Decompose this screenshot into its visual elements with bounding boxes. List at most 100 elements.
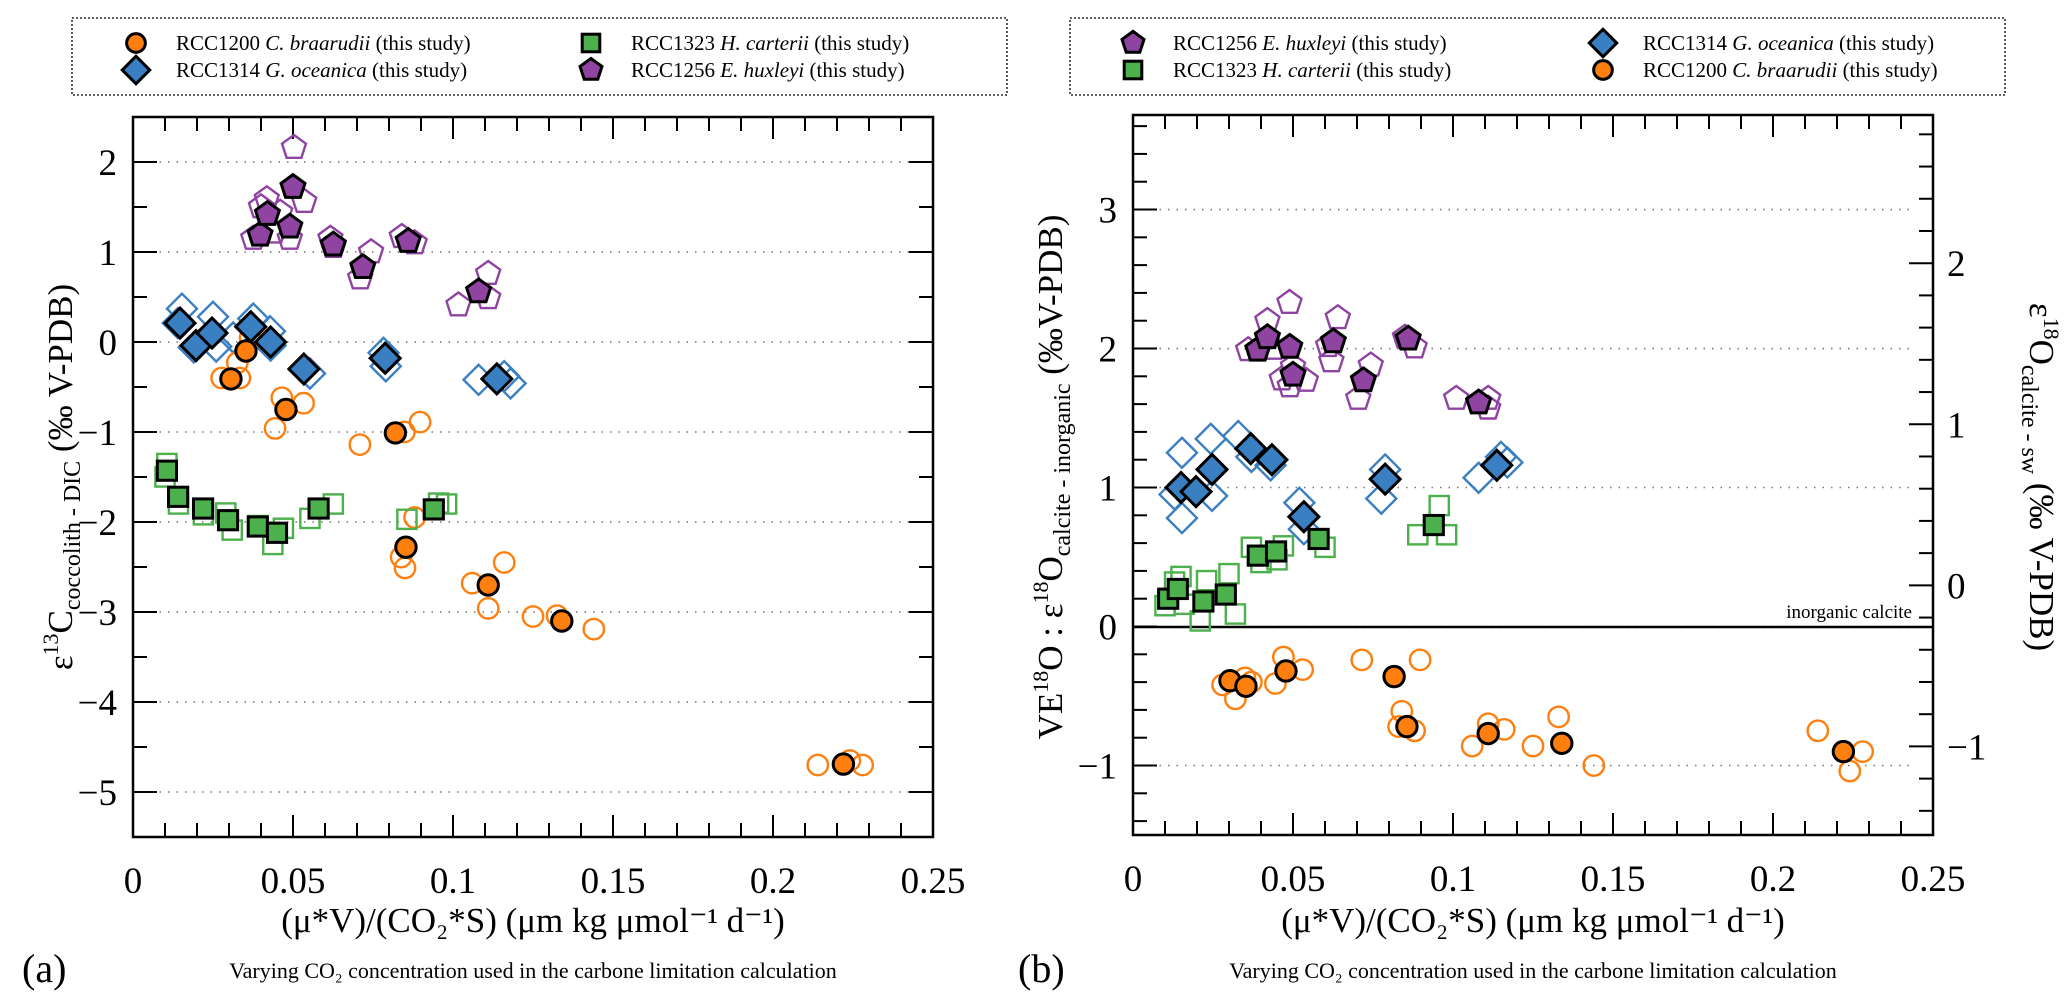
braarudii-mean-point xyxy=(234,339,258,363)
legend-label: RCC1323 H. carterii (this study) xyxy=(1173,58,1451,82)
braarudii-mean-point xyxy=(1382,664,1406,689)
oceanica-replicate-point xyxy=(1194,422,1228,456)
braarudii-mean-point xyxy=(476,573,500,597)
oceanica-mean-point xyxy=(1254,442,1290,477)
braarudii-replicate-point xyxy=(476,597,500,620)
y-tick-label: −5 xyxy=(78,773,117,814)
braarudii-replicate-point xyxy=(851,753,874,777)
braarudii-replicate-point xyxy=(582,617,606,641)
x-tick-label: 0.15 xyxy=(1581,859,1646,900)
huxleyi-replicate-point xyxy=(1442,384,1470,410)
braarudii-mean-point xyxy=(383,421,408,445)
x-tick-label: 0 xyxy=(1124,859,1143,900)
braarudii-replicate-point xyxy=(1582,754,1606,777)
oceanica-mean-point xyxy=(253,324,288,360)
y-tick-label: 3 xyxy=(1099,191,1118,232)
braarudii-mean-point xyxy=(1831,739,1856,764)
carterii-mean-point xyxy=(167,485,190,508)
y-tick-label: −1 xyxy=(78,413,117,454)
legend-marker-pentagon-icon xyxy=(578,56,604,81)
huxleyi-mean-point xyxy=(246,220,274,247)
legend-item-oceanica: RCC1314 G. oceanica (this study) xyxy=(1587,27,1934,59)
oceanica-mean-point xyxy=(286,351,322,387)
huxleyi-replicate-point xyxy=(474,259,502,285)
braarudii-mean-point xyxy=(219,367,243,391)
x-axis-title: (μ*V)/(CO₂*S) (μm kg μmol⁻¹ d⁻¹) xyxy=(1281,901,1785,940)
carterii-replicate-point xyxy=(1195,569,1218,592)
braarudii-replicate-point xyxy=(1521,734,1545,758)
carterii-mean-point xyxy=(246,515,269,538)
legend-panel-a: RCC1200 C. braarudii (this study) RCC1314… xyxy=(71,17,1008,96)
braarudii-replicate-point xyxy=(348,433,372,456)
carterii-mean-point xyxy=(422,498,445,521)
x-tick-label: 0.25 xyxy=(901,861,966,902)
carterii-mean-point xyxy=(155,459,179,482)
y-tick-label: 1 xyxy=(1099,469,1118,510)
y2-tick-label: 1 xyxy=(1947,405,1966,446)
panel-label-a: (a) xyxy=(22,946,66,991)
oceanica-mean-point xyxy=(1286,499,1322,534)
x-tick-label: 0.15 xyxy=(581,861,646,902)
braarudii-replicate-point xyxy=(1851,740,1875,764)
oceanica-replicate-point xyxy=(1165,501,1199,535)
x-tick-label: 0.05 xyxy=(261,861,326,902)
legend-marker-square-icon xyxy=(580,32,602,54)
huxleyi-mean-point xyxy=(279,172,307,199)
legend-marker-diamond-icon xyxy=(1587,27,1619,59)
data-points xyxy=(154,133,874,777)
legend-marker-circle-icon xyxy=(1592,59,1614,81)
x-tick-label: 0.2 xyxy=(750,861,796,902)
huxleyi-mean-point xyxy=(1253,322,1282,350)
carterii-mean-point xyxy=(191,497,215,520)
huxleyi-mean-point xyxy=(1279,360,1307,387)
braarudii-mean-point xyxy=(1234,674,1258,698)
huxleyi-mean-point xyxy=(1394,324,1422,351)
legend-label: RCC1200 C. braarudii (this study) xyxy=(1643,58,1938,82)
y-tick-label: 2 xyxy=(1099,330,1118,371)
braarudii-replicate-point xyxy=(521,605,545,628)
legend-item-huxleyi: RCC1256 E. huxleyi (this study) xyxy=(1120,29,1447,55)
huxleyi-mean-point xyxy=(319,230,348,257)
y-axis-title: VE18O : ε18Ocalcite - inorganic (‰V-PDB) xyxy=(1028,215,1076,740)
huxleyi-mean-point xyxy=(1319,327,1348,354)
oceanica-mean-point xyxy=(162,305,198,341)
axis-ticks xyxy=(1132,115,1934,835)
legend-item-carterii: RCC1323 H. carterii (this study) xyxy=(1122,58,1451,82)
carterii-mean-point xyxy=(1422,513,1445,537)
huxleyi-mean-point xyxy=(1464,388,1493,415)
braarudii-replicate-point xyxy=(1460,734,1484,758)
oceanica-mean-point xyxy=(1233,431,1268,466)
huxleyi-mean-point xyxy=(1349,366,1378,393)
y-tick-label: 2 xyxy=(99,143,118,184)
carterii-mean-point xyxy=(1246,544,1269,567)
oceanica-mean-point xyxy=(194,315,230,351)
x-tick-label: 0.05 xyxy=(1261,859,1326,900)
carterii-mean-point xyxy=(1214,583,1237,606)
legend-item-carterii: RCC1323 H. carterii (this study) xyxy=(580,31,909,55)
huxleyi-replicate-point xyxy=(1276,288,1303,314)
legend-label: RCC1256 E. huxleyi (this study) xyxy=(631,58,905,82)
huxleyi-mean-point xyxy=(276,212,304,239)
oceanica-mean-point xyxy=(1194,452,1230,487)
panel-a: 0 0.05 0.1 0.15 0.2 0.25 −5 −4 −3 −2 −1 0 1 2 ε13Ccoc… xyxy=(22,115,966,991)
legend-item-braarudii: RCC1200 C. braarudii (this study) xyxy=(125,31,471,55)
legend-label: RCC1256 E. huxleyi (this study) xyxy=(1173,31,1447,55)
x-tick-label: 0.1 xyxy=(430,861,476,902)
huxleyi-mean-point xyxy=(1276,332,1304,359)
y2-tick-label: 2 xyxy=(1947,244,1966,285)
carterii-replicate-point xyxy=(1428,494,1451,517)
oceanica-mean-point xyxy=(479,361,514,397)
huxleyi-mean-point xyxy=(349,252,377,279)
x-tick-label: 0.2 xyxy=(1750,859,1796,900)
legend-item-oceanica: RCC1314 G. oceanica (this study) xyxy=(120,54,467,86)
y-axis-title: ε13Ccoccolith - DIC (‰ V-PDB) xyxy=(38,284,86,670)
braarudii-replicate-point xyxy=(1350,648,1374,672)
huxleyi-replicate-point xyxy=(280,133,308,160)
data-points xyxy=(1154,288,1875,783)
legend-item-huxleyi: RCC1256 E. huxleyi (this study) xyxy=(578,56,905,82)
braarudii-replicate-point xyxy=(492,551,516,574)
y-tick-label: 0 xyxy=(1099,608,1118,649)
braarudii-mean-point xyxy=(1274,659,1298,683)
panel-label-b: (b) xyxy=(1018,946,1065,991)
huxleyi-replicate-point xyxy=(1344,384,1372,410)
